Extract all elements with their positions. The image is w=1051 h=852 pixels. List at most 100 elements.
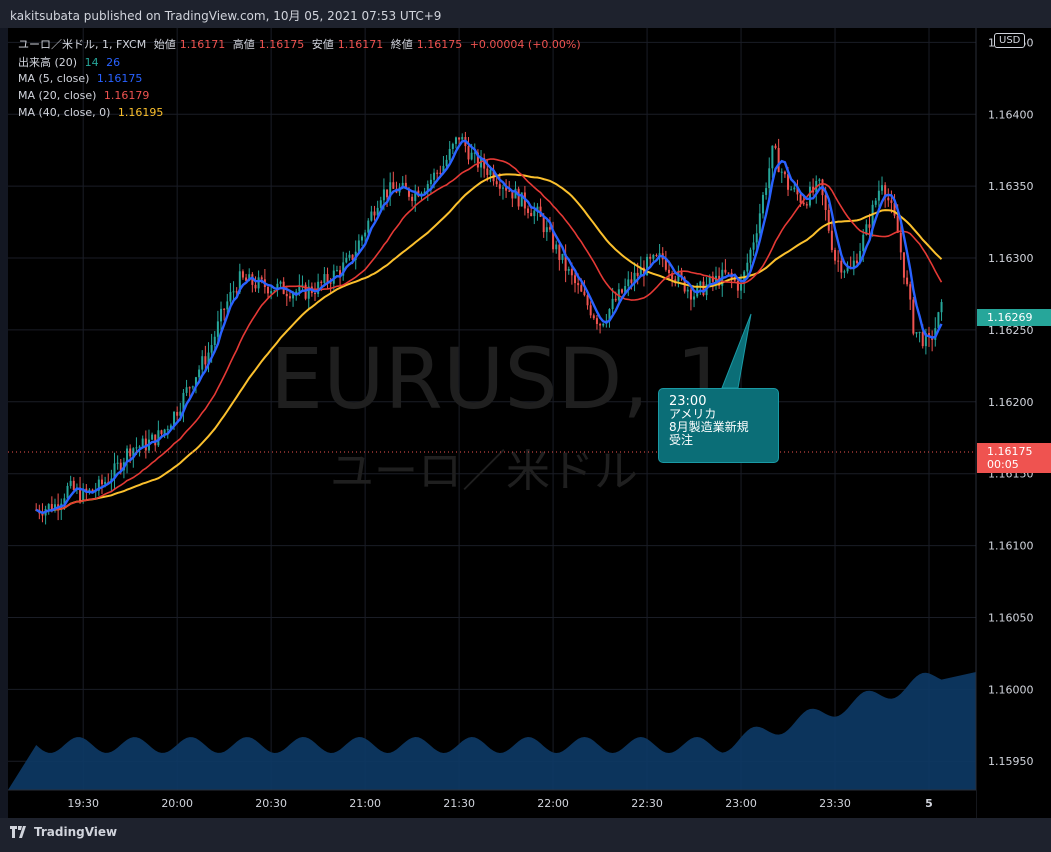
candle-body [505, 187, 508, 191]
candle-body [100, 479, 103, 485]
candle-body [536, 206, 539, 211]
candle-body [407, 188, 410, 197]
time-tick-label: 19:30 [67, 797, 99, 810]
time-tick-label: 20:30 [255, 797, 287, 810]
candle-body [686, 289, 689, 292]
candle-body [752, 242, 755, 250]
candle-body [216, 321, 219, 337]
footer-bar [0, 818, 1051, 852]
candle-body [755, 233, 758, 243]
event-callout[interactable]: 23:00 アメリカ 8月製造業新規 受注 [658, 388, 779, 463]
candle-body [257, 277, 260, 289]
time-axis[interactable] [8, 790, 976, 818]
candle-body [476, 152, 479, 168]
candle-body [555, 244, 558, 250]
branding-text: TradingView [34, 825, 118, 839]
candle-body [802, 202, 805, 205]
open-value: 1.16171 [179, 38, 226, 51]
candle-body [824, 195, 827, 211]
candle-body [881, 185, 884, 191]
legend-symbol[interactable]: ユーロ／米ドル, 1, FXCM [18, 38, 147, 51]
candle-body [937, 312, 940, 329]
legend-ma40[interactable]: MA (40, close, 0) 1.16195 [18, 106, 167, 119]
candle-body [245, 277, 248, 281]
candle-body [877, 190, 880, 201]
candle-body [461, 137, 464, 140]
candle-body [50, 504, 53, 511]
candle-body [458, 137, 461, 140]
tradingview-logo-icon [10, 826, 26, 838]
ma5-line [35, 139, 943, 515]
candle-body [279, 281, 282, 284]
candle-body [552, 229, 555, 250]
candle-body [724, 269, 727, 273]
price-tick-label: 1.15950 [988, 755, 1034, 768]
time-tick-label: 23:30 [819, 797, 851, 810]
open-label: 始値 [153, 38, 176, 51]
candle-body [364, 232, 367, 237]
callout-time: 23:00 [669, 394, 707, 409]
price-axis[interactable] [976, 28, 1051, 818]
candle-body [451, 143, 454, 149]
candle-body [583, 291, 586, 296]
candle-body [423, 191, 426, 194]
candle-body [912, 299, 915, 334]
candle-body [141, 438, 144, 447]
candle-body [498, 184, 501, 189]
candle-body [220, 308, 223, 322]
low-value: 1.16171 [337, 38, 384, 51]
candle-body [238, 271, 241, 293]
candle-body [298, 285, 301, 292]
price-tick-label: 1.16050 [988, 611, 1034, 624]
currency-button[interactable]: USD [994, 33, 1026, 48]
candle-body [194, 377, 197, 387]
candle-body [116, 462, 119, 464]
candle-body [664, 259, 667, 270]
watermark-symbol: EURUSD, 1 [270, 330, 729, 428]
candle-body [896, 215, 899, 233]
candle-body [674, 279, 677, 282]
candle-body [213, 336, 216, 346]
callout-line-2: 8月製造業新規 [669, 420, 749, 434]
candle-body [276, 283, 279, 291]
candle-body [699, 281, 702, 286]
candle-body [611, 298, 614, 310]
candle-body [204, 356, 207, 365]
candle-body [787, 174, 790, 190]
ma20-line [35, 158, 943, 514]
legend-ma5[interactable]: MA (5, close) 1.16175 [18, 72, 146, 85]
tradingview-logo[interactable]: TradingView [10, 825, 117, 839]
candle-body [288, 296, 291, 299]
ma5-value: 1.16175 [96, 72, 143, 85]
candle-body [379, 200, 382, 208]
high-value: 1.16175 [258, 38, 305, 51]
legend-volume[interactable]: 出来高 (20) 14 26 [18, 54, 124, 70]
candle-body [382, 189, 385, 201]
candle-body [915, 332, 918, 334]
candle-body [389, 182, 392, 198]
candle-body [749, 249, 752, 263]
candle-body [696, 285, 699, 297]
candle-body [852, 260, 855, 269]
candle-body [655, 255, 658, 257]
candle-body [226, 301, 229, 310]
time-axis-labels: 19:30 20:00 20:30 21:00 21:30 22:00 22:30 23:00… [67, 797, 933, 810]
ma40-line [35, 173, 943, 514]
candle-body [179, 411, 182, 416]
candle-body [163, 429, 166, 434]
candle-body [376, 207, 379, 216]
candle-body [454, 137, 457, 144]
candle-body [639, 267, 642, 276]
candle-body [210, 345, 213, 353]
legend-ma20[interactable]: MA (20, close) 1.16179 [18, 89, 153, 102]
candle-body [740, 283, 743, 291]
candle-body [97, 479, 100, 491]
time-tick-label: 20:00 [161, 797, 193, 810]
candle-body [241, 271, 244, 278]
candle-body [614, 298, 617, 301]
candle-body [777, 148, 780, 173]
candle-body [254, 284, 257, 289]
volume-label: 出来高 (20) [18, 56, 78, 69]
candle-body [126, 448, 129, 463]
